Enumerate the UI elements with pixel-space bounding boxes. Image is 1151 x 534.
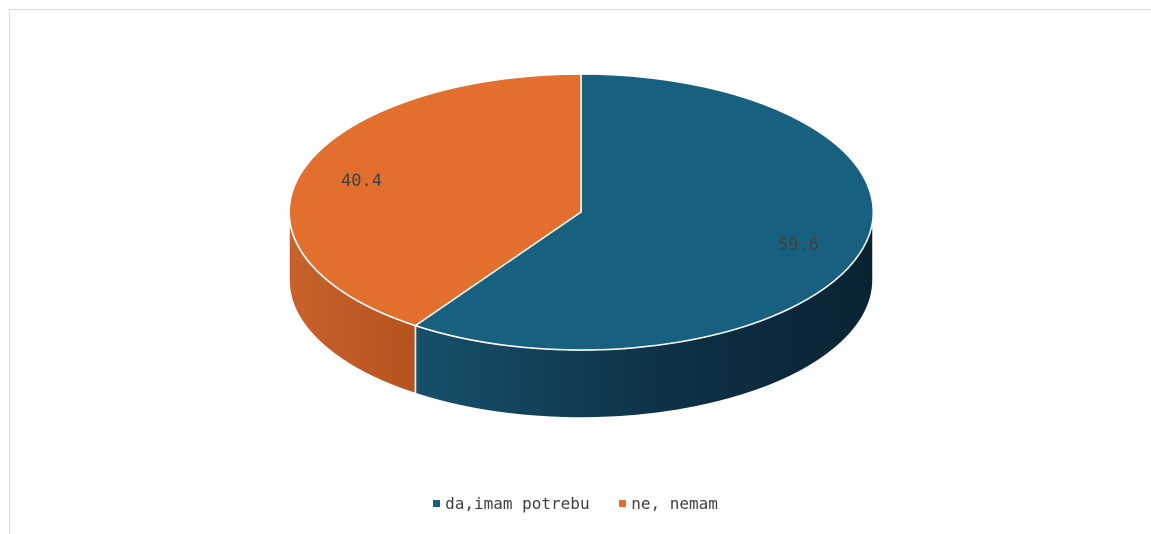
legend-swatch-ne <box>619 500 627 507</box>
legend-item-da: da,imam potrebu <box>433 494 590 513</box>
legend-label-da: da,imam potrebu <box>445 494 590 513</box>
data-label-1: 40.4 <box>341 171 382 191</box>
pie-slice-1 <box>288 73 582 327</box>
pie-slice-0 <box>414 73 874 351</box>
data-label-0: 59.6 <box>778 235 819 255</box>
legend-swatch-da <box>433 500 441 507</box>
legend: da,imam potrebu ne, nemam <box>0 494 1151 513</box>
legend-item-ne: ne, nemam <box>619 494 718 513</box>
legend-label-ne: ne, nemam <box>631 494 718 513</box>
